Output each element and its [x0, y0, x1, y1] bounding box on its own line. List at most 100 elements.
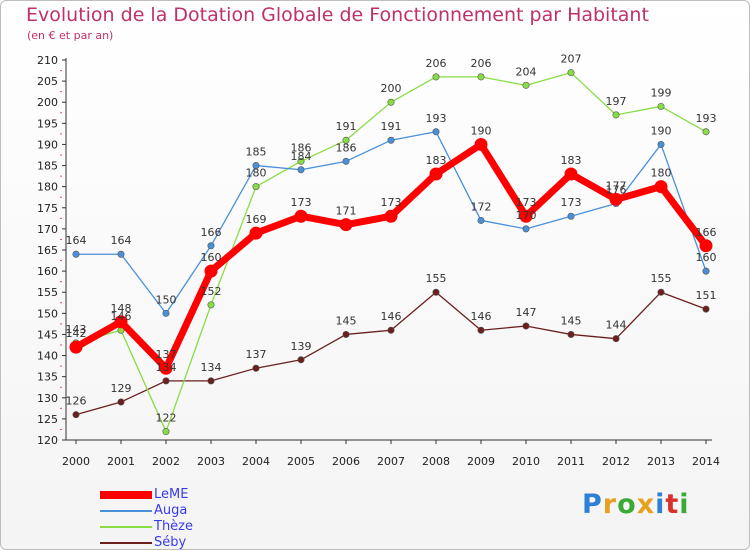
data-label: 186 — [336, 141, 357, 154]
data-label: 177 — [606, 179, 627, 192]
x-tick-label: 2000 — [62, 455, 90, 468]
data-point — [522, 81, 530, 89]
data-point — [477, 216, 485, 224]
x-tick-label: 2007 — [377, 455, 405, 468]
data-point — [252, 364, 260, 372]
chart-subtitle: (en € et par an) — [27, 29, 114, 42]
data-label: 173 — [291, 196, 312, 209]
data-label: 171 — [336, 205, 357, 218]
data-point — [432, 73, 440, 81]
y-tick-label: 145 — [37, 328, 58, 341]
data-point — [657, 288, 665, 296]
y-tick-label: 210 — [37, 54, 58, 67]
data-label: 173 — [381, 196, 402, 209]
logo-letter: r — [602, 489, 618, 520]
data-label: 172 — [471, 200, 492, 213]
data-label: 180 — [246, 167, 267, 180]
data-label: 183 — [426, 154, 447, 167]
y-tick-label: 165 — [37, 244, 58, 257]
x-tick-label: 2014 — [692, 455, 720, 468]
data-point — [69, 340, 83, 354]
data-label: 166 — [696, 226, 717, 239]
data-point — [339, 218, 353, 232]
legend-label: LeME — [154, 487, 189, 502]
logo-letter: x — [636, 489, 656, 520]
y-tick-label: 170 — [37, 223, 58, 236]
data-label: 173 — [516, 196, 537, 209]
y-tick-label: 125 — [37, 413, 58, 426]
data-point — [204, 264, 218, 278]
data-point — [477, 73, 485, 81]
x-tick-label: 2004 — [242, 455, 270, 468]
data-label: 199 — [651, 86, 672, 99]
data-label: 137 — [246, 348, 267, 361]
data-point — [162, 377, 170, 385]
y-tick-label: 160 — [37, 265, 58, 278]
data-point — [162, 309, 170, 317]
legend-swatch — [100, 526, 152, 528]
data-point — [297, 157, 305, 165]
data-label: 160 — [201, 251, 222, 264]
legend-item: Thèze — [100, 519, 193, 535]
data-point — [702, 128, 710, 136]
data-label: 186 — [291, 141, 312, 154]
data-label: 147 — [516, 306, 537, 319]
data-label: 160 — [696, 251, 717, 264]
y-tick-label: 155 — [37, 286, 58, 299]
data-label: 183 — [561, 154, 582, 167]
legend-swatch — [100, 510, 152, 512]
data-point — [609, 192, 623, 206]
x-tick-label: 2006 — [332, 455, 360, 468]
data-label: 204 — [516, 65, 537, 78]
y-tick-label: 205 — [37, 75, 58, 88]
data-point — [477, 326, 485, 334]
data-label: 155 — [651, 272, 672, 285]
data-label: 152 — [201, 285, 222, 298]
y-tick-label: 190 — [37, 138, 58, 151]
data-label: 145 — [561, 314, 582, 327]
data-point — [72, 250, 80, 258]
data-label: 191 — [381, 120, 402, 133]
legend-item: Séby — [100, 535, 193, 551]
data-label: 190 — [471, 124, 492, 137]
data-point — [522, 322, 530, 330]
legend-label: Auga — [154, 503, 188, 518]
data-point — [612, 111, 620, 119]
x-tick-label: 2008 — [422, 455, 450, 468]
y-tick-label: 150 — [37, 307, 58, 320]
data-label: 190 — [651, 124, 672, 137]
data-point — [159, 361, 173, 375]
legend-swatch — [100, 542, 152, 544]
data-label: 193 — [696, 112, 717, 125]
data-point — [387, 326, 395, 334]
x-tick-label: 2013 — [647, 455, 675, 468]
data-label: 146 — [471, 310, 492, 323]
data-point — [567, 69, 575, 77]
data-point — [564, 167, 578, 181]
data-label: 200 — [381, 82, 402, 95]
x-tick-label: 2002 — [152, 455, 180, 468]
data-label: 184 — [291, 150, 312, 163]
data-label: 145 — [336, 314, 357, 327]
data-point — [294, 209, 308, 223]
data-point — [297, 356, 305, 364]
data-point — [612, 335, 620, 343]
data-point — [207, 301, 215, 309]
legend-swatch — [100, 491, 152, 499]
data-label: 185 — [246, 146, 267, 159]
legend-item: LeME — [100, 487, 193, 503]
chart-title: Evolution de la Dotation Globale de Fonc… — [26, 4, 649, 26]
data-label: 143 — [66, 323, 87, 336]
data-label: 155 — [426, 272, 447, 285]
data-point — [474, 137, 488, 151]
logo-letter: i — [679, 489, 690, 520]
data-label: 137 — [156, 348, 177, 361]
x-tick-label: 2009 — [467, 455, 495, 468]
chart-legend: LeME Auga Thèze Séby — [100, 487, 193, 551]
data-point — [567, 330, 575, 338]
data-point — [342, 136, 350, 144]
data-label: 180 — [651, 167, 672, 180]
data-point — [519, 209, 533, 223]
